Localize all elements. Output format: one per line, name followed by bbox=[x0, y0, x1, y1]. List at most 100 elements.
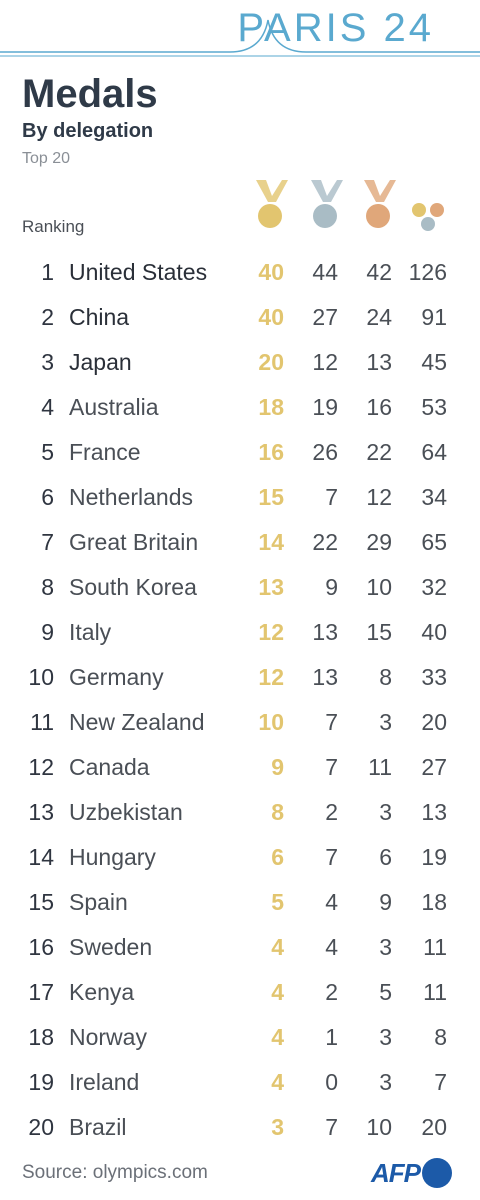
silver-count: 12 bbox=[312, 349, 338, 375]
total-count: 64 bbox=[421, 439, 447, 465]
table-row: 2 China 40 27 24 91 bbox=[0, 295, 480, 340]
bronze-count: 3 bbox=[379, 1069, 392, 1095]
total-count: 18 bbox=[421, 889, 447, 915]
country-cell: France bbox=[69, 439, 141, 465]
gold-count: 16 bbox=[258, 439, 284, 465]
bronze-count: 8 bbox=[379, 664, 392, 690]
bronze-count: 3 bbox=[379, 934, 392, 960]
total-count: 91 bbox=[421, 304, 447, 330]
bronze-count: 24 bbox=[366, 304, 392, 330]
table-row: 13 Uzbekistan 8 2 3 13 bbox=[0, 790, 480, 835]
total-count: 7 bbox=[434, 1069, 447, 1095]
total-count: 34 bbox=[421, 484, 447, 510]
bronze-count: 5 bbox=[379, 979, 392, 1005]
gold-count: 4 bbox=[271, 979, 284, 1005]
gold-count: 40 bbox=[258, 304, 284, 330]
country-cell: Spain bbox=[69, 889, 128, 915]
gold-count: 15 bbox=[258, 484, 284, 510]
silver-count: 22 bbox=[312, 529, 338, 555]
top-note: Top 20 bbox=[22, 150, 71, 167]
bronze-count: 16 bbox=[366, 394, 392, 420]
bronze-count: 3 bbox=[379, 709, 392, 735]
table-row: 1 United States 40 44 42 126 bbox=[0, 250, 480, 295]
silver-count: 13 bbox=[312, 619, 338, 645]
silver-count: 13 bbox=[312, 664, 338, 690]
rank-cell: 19 bbox=[28, 1069, 54, 1095]
rank-cell: 12 bbox=[28, 754, 54, 780]
bronze-count: 10 bbox=[366, 1114, 392, 1140]
country-cell: New Zealand bbox=[69, 709, 205, 735]
bronze-count: 42 bbox=[366, 259, 392, 285]
total-count: 33 bbox=[421, 664, 447, 690]
gold-count: 6 bbox=[271, 844, 284, 870]
country-cell: Great Britain bbox=[69, 529, 199, 555]
country-cell: Sweden bbox=[69, 934, 153, 960]
rank-cell: 5 bbox=[41, 439, 54, 465]
country-cell: Germany bbox=[69, 664, 164, 690]
bronze-count: 9 bbox=[379, 889, 392, 915]
header-line-decoration bbox=[0, 19, 480, 57]
bronze-count: 3 bbox=[379, 799, 392, 825]
country-cell: Norway bbox=[69, 1024, 147, 1050]
total-count: 53 bbox=[421, 394, 447, 420]
table-row: 18 Norway 4 1 3 8 bbox=[0, 1015, 480, 1060]
table-row: 5 France 16 26 22 64 bbox=[0, 430, 480, 475]
country-cell: South Korea bbox=[69, 574, 197, 600]
gold-count: 4 bbox=[271, 934, 284, 960]
gold-count: 9 bbox=[271, 754, 284, 780]
total-count: 40 bbox=[421, 619, 447, 645]
table-row: 7 Great Britain 14 22 29 65 bbox=[0, 520, 480, 565]
silver-count: 0 bbox=[325, 1069, 338, 1095]
gold-count: 3 bbox=[271, 1114, 284, 1140]
table-row: 15 Spain 5 4 9 18 bbox=[0, 880, 480, 925]
total-count: 65 bbox=[421, 529, 447, 555]
bronze-count: 11 bbox=[368, 754, 392, 780]
silver-medal-icon bbox=[311, 180, 343, 228]
total-count: 27 bbox=[421, 754, 447, 780]
silver-count: 4 bbox=[325, 934, 338, 960]
gold-count: 8 bbox=[271, 799, 284, 825]
gold-medal-icon bbox=[256, 180, 288, 228]
silver-count: 44 bbox=[312, 259, 338, 285]
country-cell: Japan bbox=[69, 349, 132, 375]
table-row: 6 Netherlands 15 7 12 34 bbox=[0, 475, 480, 520]
brand-logo-text: PARIS 24 bbox=[237, 6, 434, 50]
header: PARIS 24 bbox=[0, 0, 480, 62]
rank-cell: 2 bbox=[41, 304, 54, 330]
gold-count: 12 bbox=[258, 619, 284, 645]
page-title: Medals bbox=[22, 72, 158, 116]
gold-count: 40 bbox=[258, 259, 284, 285]
total-count: 45 bbox=[421, 349, 447, 375]
gold-count: 12 bbox=[258, 664, 284, 690]
total-count: 32 bbox=[421, 574, 447, 600]
afp-logo: AFP bbox=[371, 1157, 452, 1189]
table-row: 17 Kenya 4 2 5 11 bbox=[0, 970, 480, 1015]
bronze-count: 12 bbox=[366, 484, 392, 510]
silver-count: 19 bbox=[312, 394, 338, 420]
total-count: 19 bbox=[421, 844, 447, 870]
bronze-count: 6 bbox=[379, 844, 392, 870]
country-cell: China bbox=[69, 304, 130, 330]
page-subtitle: By delegation bbox=[22, 120, 154, 142]
silver-count: 2 bbox=[325, 799, 338, 825]
total-count: 13 bbox=[421, 799, 447, 825]
table-row: 20 Brazil 3 7 10 20 bbox=[0, 1105, 480, 1150]
afp-dot-icon bbox=[422, 1158, 452, 1188]
total-medals-icon bbox=[412, 203, 444, 231]
gold-count: 20 bbox=[258, 349, 284, 375]
silver-count: 7 bbox=[325, 709, 338, 735]
silver-count: 7 bbox=[325, 754, 338, 780]
total-count: 11 bbox=[423, 934, 447, 960]
country-cell: Hungary bbox=[69, 844, 156, 870]
total-count: 11 bbox=[423, 979, 447, 1005]
rank-cell: 16 bbox=[28, 934, 54, 960]
country-cell: Kenya bbox=[69, 979, 135, 1005]
bronze-count: 15 bbox=[366, 619, 392, 645]
bronze-count: 29 bbox=[366, 529, 392, 555]
afp-logo-text: AFP bbox=[371, 1157, 421, 1188]
gold-count: 5 bbox=[271, 889, 284, 915]
rank-cell: 7 bbox=[41, 529, 54, 555]
table-row: 10 Germany 12 13 8 33 bbox=[0, 655, 480, 700]
table-row: 16 Sweden 4 4 3 11 bbox=[0, 925, 480, 970]
rank-cell: 1 bbox=[41, 259, 54, 285]
